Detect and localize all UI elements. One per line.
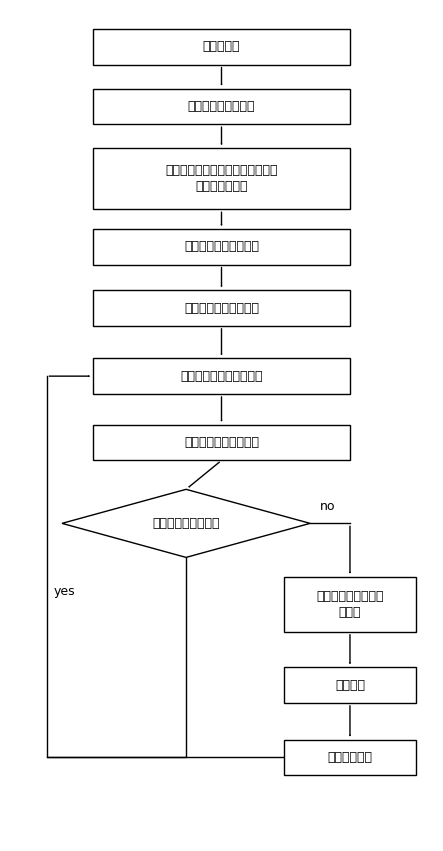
Text: 标准图像拍摄与传输: 标准图像拍摄与传输: [188, 100, 255, 113]
Text: 待测图像实时拍摄与传输: 待测图像实时拍摄与传输: [180, 369, 263, 383]
Bar: [93, 89, 350, 124]
Text: yes: yes: [54, 585, 75, 598]
Text: no: no: [320, 500, 335, 513]
Bar: [93, 358, 350, 394]
Bar: [93, 425, 350, 460]
Text: 提取待测图像特征参数: 提取待测图像特征参数: [184, 436, 259, 449]
Text: 提取标准图像特征参数: 提取标准图像特征参数: [184, 240, 259, 254]
Bar: [93, 29, 350, 65]
Bar: [284, 740, 416, 775]
Text: 输出疵点报告: 输出疵点报告: [327, 751, 373, 764]
Text: 疵点定位: 疵点定位: [335, 678, 365, 692]
Polygon shape: [62, 489, 310, 557]
Bar: [93, 148, 350, 209]
Bar: [93, 229, 350, 265]
Text: 基于改进量子旋转门的量子遗传算
法的小波基寻优: 基于改进量子旋转门的量子遗传算 法的小波基寻优: [165, 164, 278, 193]
Text: 设置特征参数误差范围: 设置特征参数误差范围: [184, 301, 259, 315]
Text: 系统初始化: 系统初始化: [203, 40, 240, 54]
Bar: [284, 577, 416, 631]
Bar: [284, 667, 416, 703]
Text: 是否在误差范围内？: 是否在误差范围内？: [152, 517, 220, 530]
Text: 记录存在疵点的经纬
子分块: 记录存在疵点的经纬 子分块: [316, 590, 384, 619]
Bar: [93, 290, 350, 326]
